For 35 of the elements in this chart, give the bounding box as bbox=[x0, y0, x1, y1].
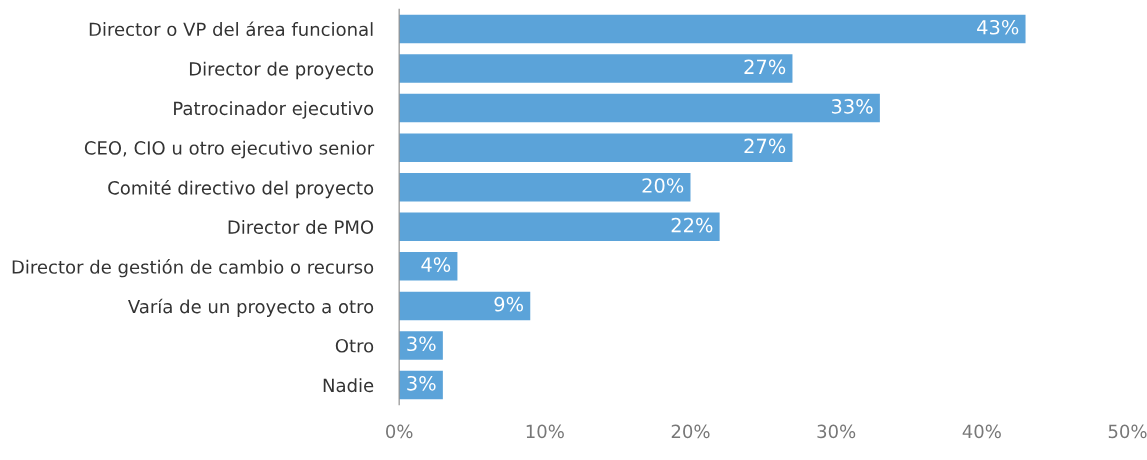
x-tick-label: 20% bbox=[671, 424, 710, 439]
data-label: 27% bbox=[744, 138, 786, 154]
y-tick-label: Director de gestión de cambio o recurso bbox=[12, 259, 374, 278]
y-tick-label: Comité directivo del proyecto bbox=[108, 180, 374, 199]
y-tick-label: Director o VP del área funcional bbox=[89, 21, 373, 37]
x-tick-label: 10% bbox=[526, 424, 564, 439]
data-label: 3% bbox=[407, 336, 436, 352]
bar bbox=[399, 54, 793, 83]
bar bbox=[399, 14, 1026, 44]
bar bbox=[399, 133, 793, 162]
y-tick-label: Patrocinador ejecutivo bbox=[174, 101, 374, 119]
x-tick-label: 40% bbox=[962, 424, 1001, 439]
bar bbox=[399, 252, 458, 281]
data-label: 9% bbox=[494, 296, 524, 312]
y-tick-label: Nadie bbox=[323, 378, 374, 393]
data-label: 22% bbox=[671, 217, 713, 233]
data-label: 27% bbox=[744, 59, 786, 75]
bar bbox=[399, 291, 531, 321]
x-tick-label: 30% bbox=[817, 424, 856, 439]
bar bbox=[399, 93, 880, 123]
x-tick-label: 0% bbox=[386, 424, 413, 439]
y-tick-label: Varía de un proyecto a otro bbox=[128, 298, 374, 317]
data-label: 33% bbox=[831, 99, 873, 114]
y-tick-label: Otro bbox=[335, 338, 374, 353]
data-label: 43% bbox=[977, 19, 1019, 35]
data-label: 20% bbox=[642, 178, 684, 193]
data-label: 4% bbox=[421, 257, 451, 272]
y-tick-label: Director de proyecto bbox=[189, 61, 374, 80]
data-label: 3% bbox=[407, 375, 436, 391]
bar bbox=[399, 212, 720, 242]
bar bbox=[399, 172, 691, 202]
bar bbox=[399, 331, 443, 360]
y-tick-label: Director de PMO bbox=[228, 219, 374, 234]
y-tick-label: CEO, CIO u otro ejecutivo senior bbox=[84, 140, 375, 159]
x-tick-label: 50% bbox=[1108, 424, 1147, 439]
